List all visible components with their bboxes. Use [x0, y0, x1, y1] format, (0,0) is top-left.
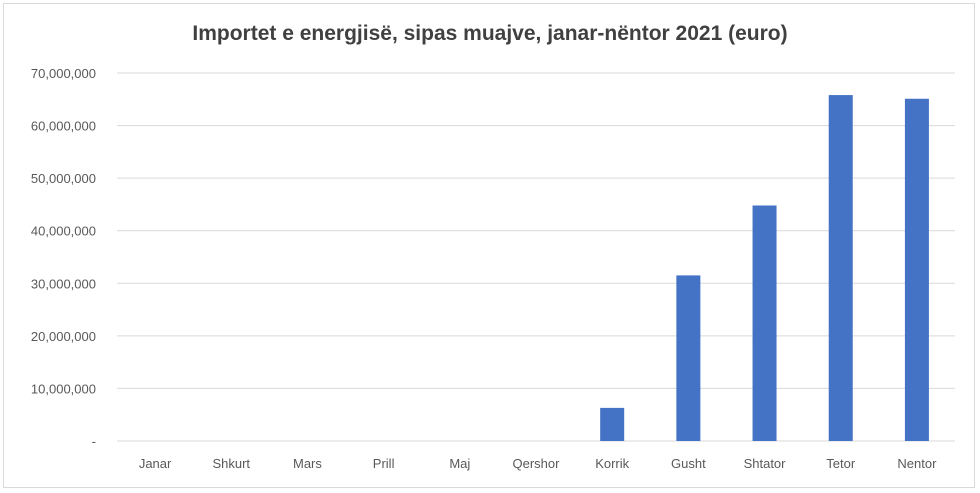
x-tick-label: Tetor [826, 456, 856, 471]
x-tick-label: Gusht [671, 456, 706, 471]
x-tick-label: Shkurt [212, 456, 250, 471]
x-tick-label: Shtator [744, 456, 787, 471]
y-tick-label: 20,000,000 [31, 329, 96, 344]
y-tick-label: 50,000,000 [31, 171, 96, 186]
bar [600, 407, 625, 441]
x-tick-label: Mars [293, 456, 322, 471]
bar [676, 275, 701, 441]
bar [904, 98, 929, 441]
x-tick-label: Prill [373, 456, 395, 471]
y-tick-label: - [92, 434, 96, 449]
bar [828, 95, 853, 441]
bar [752, 205, 777, 441]
y-tick-label: 70,000,000 [31, 66, 96, 81]
y-tick-label: 40,000,000 [31, 224, 96, 239]
y-tick-label: 10,000,000 [31, 381, 96, 396]
x-axis-ticks: Janar Shkurt Mars Prill Maj Qershor Korrik Gush… [139, 456, 937, 471]
x-tick-label: Qershor [513, 456, 561, 471]
x-tick-label: Korrik [595, 456, 629, 471]
chart-frame [3, 3, 975, 488]
x-tick-label: Janar [139, 456, 172, 471]
x-tick-label: Nentor [897, 456, 937, 471]
bars [600, 95, 929, 441]
y-tick-label: 60,000,000 [31, 119, 96, 134]
x-tick-label: Maj [449, 456, 470, 471]
y-tick-label: 30,000,000 [31, 276, 96, 291]
chart-title: Importet e energjisë, sipas muajve, jana… [192, 22, 788, 45]
y-axis-ticks: - 10,000,000 20,000,000 30,000,000 40,000,00… [31, 66, 96, 449]
gridlines [117, 72, 955, 442]
